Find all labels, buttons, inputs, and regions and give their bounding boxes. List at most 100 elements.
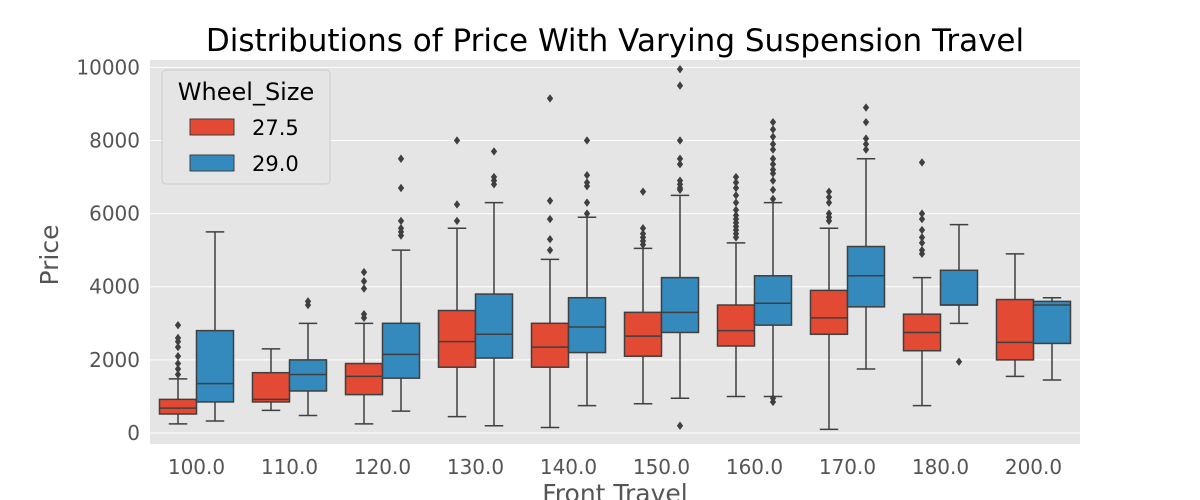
legend-title: Wheel_Size <box>178 78 314 106</box>
outlier-point <box>639 224 647 233</box>
outlier-point <box>825 192 833 202</box>
outlier-point <box>174 370 182 379</box>
outlier-point <box>453 216 461 226</box>
outlier-point <box>918 158 926 167</box>
box-iqr <box>251 371 291 403</box>
outlier-point <box>862 103 870 112</box>
outlier-point <box>825 187 833 196</box>
outlier-point <box>676 136 684 145</box>
outlier-point <box>490 172 498 182</box>
outlier-point <box>639 229 647 238</box>
x-tick-labels: 100.0 110.0 120.0 130.0 140.0 150.0 160.0 170.0… <box>168 455 1062 479</box>
y-tick-label: 6000 <box>89 202 140 226</box>
y-tick-label: 0 <box>127 421 140 445</box>
outlier-point <box>360 309 368 319</box>
outlier-point <box>769 117 777 127</box>
outlier-point <box>397 216 405 226</box>
box-29.0-110.0 <box>288 297 328 417</box>
x-tick-label: 130.0 <box>447 455 504 479</box>
outlier-point <box>546 235 554 244</box>
outlier-point <box>360 267 368 277</box>
outlier-point <box>397 183 405 193</box>
box-iqr <box>939 269 979 306</box>
outlier-point <box>676 421 684 430</box>
y-axis-label: Price <box>35 225 64 286</box>
box-iqr <box>1032 300 1072 345</box>
box-iqr <box>474 293 514 359</box>
x-tick-label: 170.0 <box>819 455 876 479</box>
outlier-point <box>862 139 870 149</box>
box-29.0-160.0 <box>753 117 793 407</box>
legend-swatch-29.0 <box>189 154 235 172</box>
box-29.0-140.0 <box>567 136 607 407</box>
outlier-point <box>769 165 777 174</box>
x-tick-label: 200.0 <box>1005 455 1062 479</box>
box-iqr <box>437 309 477 368</box>
y-tick-label: 4000 <box>89 275 140 299</box>
outlier-point <box>639 187 647 196</box>
outlier-point <box>583 136 591 145</box>
boxes <box>158 64 1072 431</box>
outlier-point <box>955 357 963 366</box>
outlier-point <box>174 359 182 368</box>
outlier-point <box>862 134 870 143</box>
box-iqr <box>846 245 886 308</box>
box-29.0-120.0 <box>381 154 421 412</box>
box-iqr <box>716 304 756 347</box>
outlier-point <box>918 214 926 224</box>
box-iqr <box>195 329 235 403</box>
box-27.5-150.0 <box>623 187 663 405</box>
x-tick-label: 100.0 <box>168 455 225 479</box>
outlier-point <box>732 172 740 182</box>
y-tick-label: 2000 <box>89 348 140 372</box>
outlier-point <box>769 185 777 195</box>
outlier-point <box>732 183 740 193</box>
x-tick-label: 150.0 <box>633 455 690 479</box>
box-27.5-180.0 <box>902 158 942 407</box>
outlier-point <box>769 194 777 204</box>
outlier-point <box>583 198 591 207</box>
x-tick-label: 160.0 <box>726 455 783 479</box>
outlier-point <box>174 333 182 343</box>
x-tick-label: 140.0 <box>540 455 597 479</box>
outlier-point <box>546 196 554 205</box>
outlier-point <box>676 154 684 163</box>
outlier-point <box>769 145 777 154</box>
outlier-point <box>862 117 870 127</box>
y-tick-label: 8000 <box>89 128 140 152</box>
outlier-point <box>360 284 368 293</box>
box-iqr <box>288 359 328 392</box>
outlier-point <box>769 132 777 141</box>
outlier-point <box>174 342 182 352</box>
outlier-point <box>732 205 740 215</box>
box-27.5-170.0 <box>809 187 849 431</box>
box-iqr <box>809 289 849 336</box>
outlier-point <box>490 147 498 156</box>
box-29.0-150.0 <box>660 64 700 430</box>
box-iqr <box>995 298 1035 361</box>
outlier-point <box>453 136 461 145</box>
box-iqr <box>567 296 607 354</box>
box-27.5-160.0 <box>716 172 756 398</box>
x-tick-label: 110.0 <box>261 455 318 479</box>
x-axis-label: Front Travel <box>542 479 688 500</box>
outlier-point <box>583 171 591 180</box>
outlier-point <box>546 214 554 224</box>
outlier-point <box>769 176 777 185</box>
outlier-point <box>546 94 554 103</box>
box-iqr <box>623 311 663 357</box>
outlier-point <box>174 364 182 374</box>
outlier-point <box>732 211 740 220</box>
outlier-point <box>174 352 182 361</box>
box-iqr <box>753 275 793 326</box>
outlier-point <box>174 320 182 330</box>
outlier-point <box>918 209 926 218</box>
box-iqr <box>344 362 384 396</box>
chart-title: Distributions of Price With Varying Susp… <box>206 23 1024 59</box>
outlier-point <box>918 233 926 242</box>
outlier-point <box>732 191 740 200</box>
legend-label-29.0: 29.0 <box>252 152 299 176</box>
outlier-point <box>862 145 870 154</box>
y-tick-label: 10000 <box>76 55 140 79</box>
